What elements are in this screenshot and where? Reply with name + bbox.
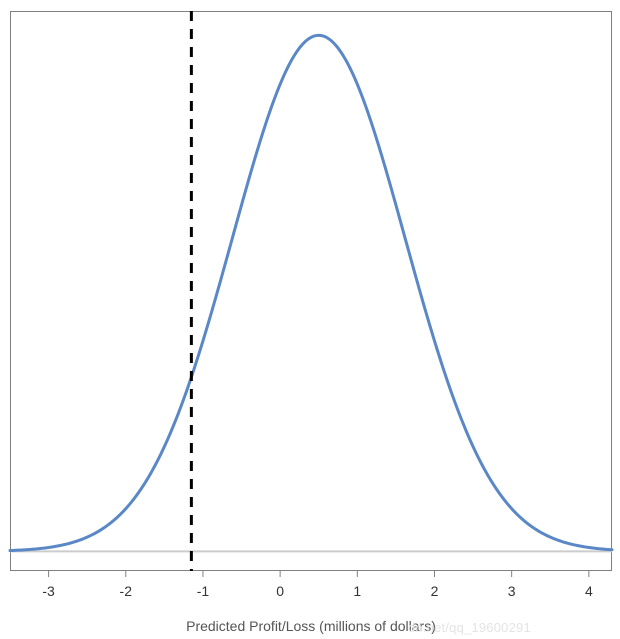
x-tick-label: -3 xyxy=(42,583,55,599)
x-tick-label: -1 xyxy=(197,583,210,599)
x-tick-label: 1 xyxy=(353,583,361,599)
x-tick-label: 4 xyxy=(585,583,593,599)
x-tick-label: 0 xyxy=(276,583,284,599)
chart-svg: -3 -2 -1 0 1 2 3 4 Predicted Profit/Loss (millio… xyxy=(0,0,620,639)
density-chart: -3 -2 -1 0 1 2 3 4 Predicted Profit/Loss (millio… xyxy=(0,0,620,639)
x-tick-label: -2 xyxy=(120,583,133,599)
x-tick-label: 2 xyxy=(431,583,439,599)
x-axis-label: Predicted Profit/Loss (millions of dolla… xyxy=(186,618,436,634)
x-tick-label: 3 xyxy=(508,583,516,599)
